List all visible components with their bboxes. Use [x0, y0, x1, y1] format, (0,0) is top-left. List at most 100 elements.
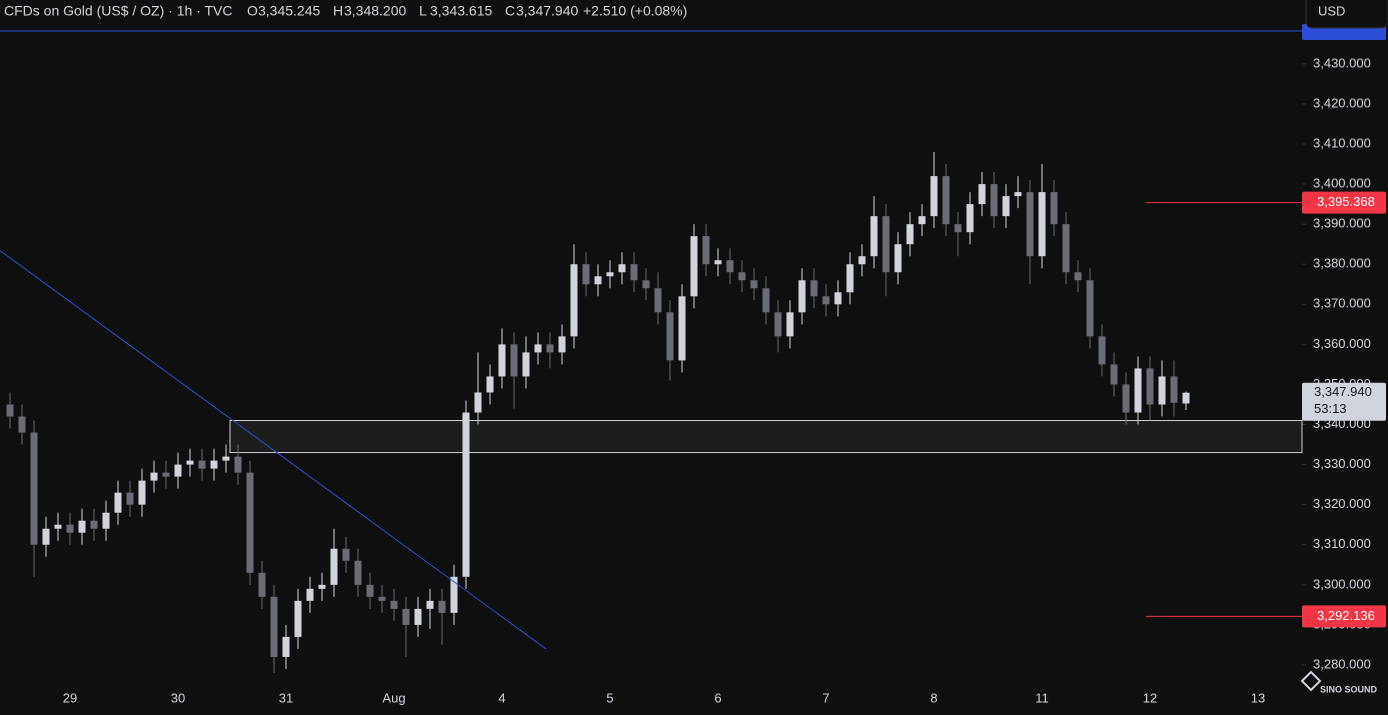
x-tick-label: 12 [1143, 690, 1157, 705]
candle-body [666, 312, 674, 361]
y-tick-label: 3,360.000 [1313, 336, 1371, 351]
candle-body [546, 344, 554, 353]
ohlc-value: 3,347.940 [516, 3, 578, 19]
x-tick-label: 13 [1251, 690, 1265, 705]
candle-body [1074, 272, 1082, 281]
candle-body [510, 344, 518, 377]
candle-body [1002, 196, 1010, 217]
candle-body [378, 596, 386, 601]
candle-body [402, 608, 410, 625]
y-tick-label: 3,400.000 [1313, 176, 1371, 191]
candle-body [918, 216, 926, 225]
candle-body [570, 264, 578, 337]
currency[interactable]: USD [1318, 3, 1345, 18]
level-tag [1302, 605, 1386, 628]
candle-body [966, 204, 974, 233]
y-tick-label: 3,420.000 [1313, 95, 1371, 110]
y-tick-label: 3,430.000 [1313, 55, 1371, 70]
ohlc-key: O [247, 3, 258, 19]
candle-body [90, 520, 98, 529]
y-tick-label: 3,320.000 [1313, 496, 1371, 511]
candle-body [846, 264, 854, 293]
candle-body [366, 584, 374, 597]
candle-body [174, 464, 182, 477]
candle-body [1026, 192, 1034, 257]
ohlc-key: L [419, 3, 427, 19]
current-price-tag [1302, 382, 1386, 421]
level-label: 3,292.136 [1317, 608, 1375, 623]
countdown: 53:13 [1314, 401, 1347, 416]
candle-body [198, 460, 206, 469]
current-price-label: 3,347.940 [1314, 384, 1372, 399]
candle-body [906, 224, 914, 245]
x-tick-label: 11 [1035, 690, 1049, 705]
chart-title: CFDs on Gold (US$ / OZ) · 1h · TVC [4, 3, 232, 19]
y-tick-label: 3,330.000 [1313, 456, 1371, 471]
candle-body [210, 460, 218, 469]
candle-body [18, 416, 26, 433]
candle-body [258, 572, 266, 597]
candle-body [1134, 368, 1142, 413]
candle-body [462, 412, 470, 577]
candle-body [42, 528, 50, 545]
y-tick-label: 3,300.000 [1313, 576, 1371, 591]
x-tick-label: 29 [63, 690, 77, 705]
candle-body [534, 344, 542, 353]
x-tick-label: 8 [930, 690, 937, 705]
candle-body [1110, 364, 1118, 385]
zone [229, 420, 1303, 454]
candle-body [738, 272, 746, 281]
candle-body [618, 264, 626, 273]
y-tick-label: 3,310.000 [1313, 536, 1371, 551]
candle-body [582, 264, 590, 285]
candle-body [882, 216, 890, 273]
candle-body [474, 392, 482, 413]
ohlc-value: 3,348.200 [344, 3, 406, 19]
candle-body [282, 636, 290, 657]
candle-body [594, 276, 602, 285]
candle-body [726, 260, 734, 273]
ohlc-value: 3,343.615 [430, 3, 492, 19]
candle-body [1146, 368, 1154, 405]
ohlc-key: H [333, 3, 343, 19]
x-tick-label: 30 [171, 690, 185, 705]
change: +2.510 (+0.08%) [583, 3, 687, 19]
candle-body [1170, 376, 1178, 403]
candle-body [978, 184, 986, 205]
candle-body [78, 520, 86, 533]
candle-body [930, 176, 938, 217]
candle-body [870, 216, 878, 257]
candle-body [66, 524, 74, 533]
candle-body [498, 344, 506, 377]
candle-body [294, 600, 302, 637]
candle-body [30, 432, 38, 545]
candle-body [858, 256, 866, 265]
candle-body [390, 600, 398, 609]
ohlc-key: C [505, 3, 515, 19]
x-tick-label: Aug [382, 690, 405, 705]
candle-body [702, 236, 710, 265]
candle-body [606, 272, 614, 277]
x-tick-label: 4 [498, 690, 505, 705]
currency-button[interactable] [1305, 0, 1388, 29]
candle-body [810, 280, 818, 297]
candle-body [342, 548, 350, 561]
candle-body [1050, 192, 1058, 225]
y-tick-label: 3,370.000 [1313, 296, 1371, 311]
candle-body [822, 296, 830, 305]
candle-body [270, 596, 278, 657]
level-tag [1302, 191, 1386, 214]
y-tick-label: 3,280.000 [1313, 656, 1371, 671]
candle-body [222, 456, 230, 461]
candle-body [798, 280, 806, 313]
level-label: 3,395.368 [1317, 194, 1375, 209]
ohlc-value: 3,345.245 [258, 3, 320, 19]
y-tick-label: 3,410.000 [1313, 135, 1371, 150]
candle-body [522, 352, 530, 377]
logo [1300, 670, 1322, 692]
candle-body [1086, 280, 1094, 337]
candle-body [942, 176, 950, 225]
y-tick-label: 3,380.000 [1313, 256, 1371, 271]
x-tick-label: 5 [606, 690, 613, 705]
